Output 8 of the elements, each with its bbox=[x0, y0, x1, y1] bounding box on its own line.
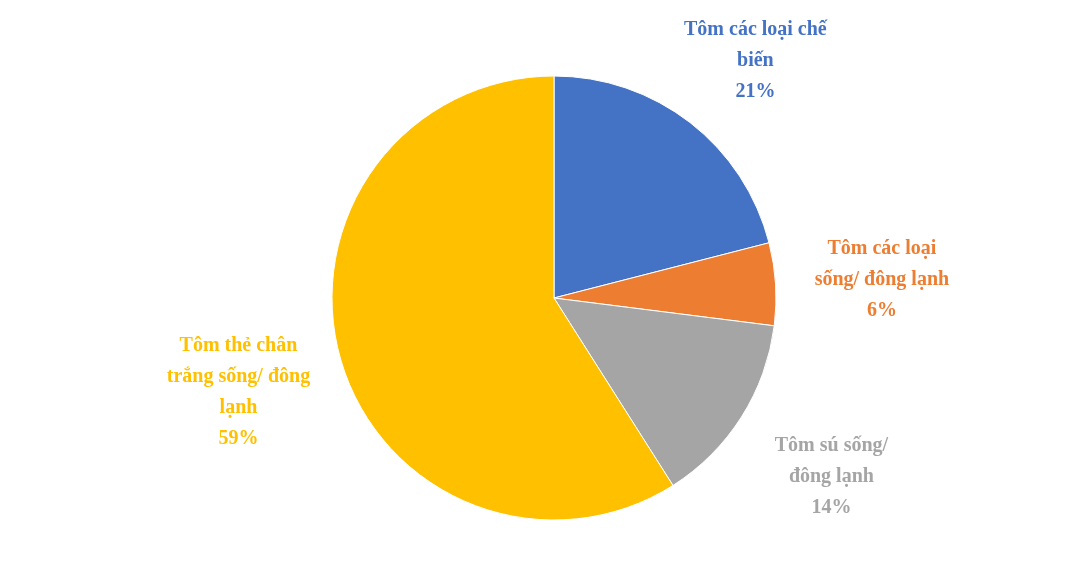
slice-label: Tôm các loại sống/ đông lạnh bbox=[814, 236, 950, 291]
slice-label: Tôm thẻ chân trắng sống/ đông lạnh bbox=[166, 332, 311, 418]
slice-label: Tôm các loại chế biến bbox=[684, 17, 828, 71]
data-label: 59% bbox=[218, 425, 259, 448]
data-label: 6% bbox=[866, 298, 897, 321]
data-label: 14% bbox=[811, 494, 852, 517]
data-label: 21% bbox=[735, 79, 776, 102]
slice-label: Tôm sú sống/ đông lạnh bbox=[774, 432, 889, 487]
